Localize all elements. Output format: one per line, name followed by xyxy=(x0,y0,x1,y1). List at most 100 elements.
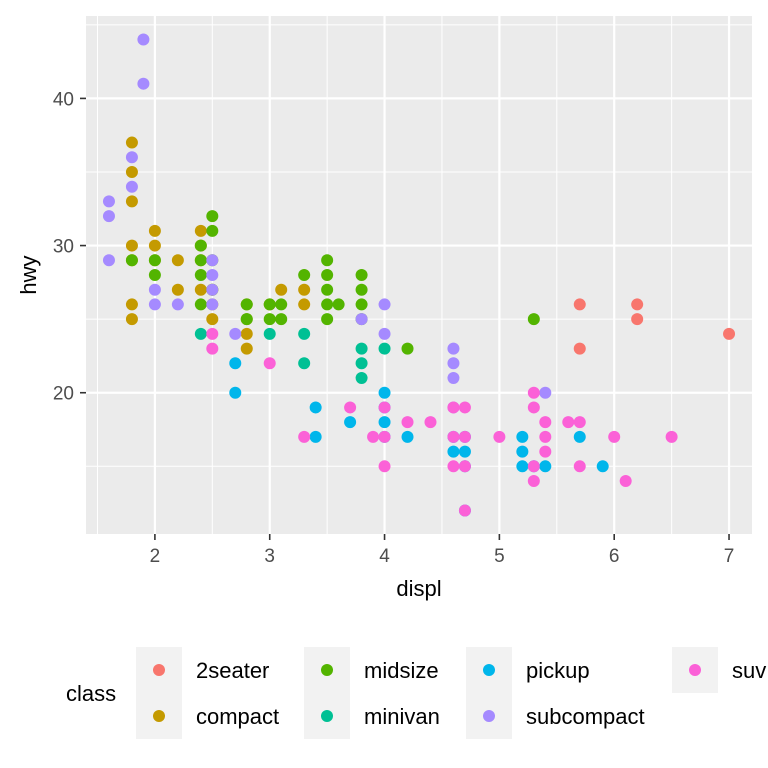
point-subcompact xyxy=(171,298,184,311)
point-pickup xyxy=(401,430,414,443)
point-subcompact xyxy=(447,357,460,370)
y-tick-label: 30 xyxy=(53,237,74,258)
point-midsize xyxy=(401,342,414,355)
point-pickup xyxy=(516,445,529,458)
point-subcompact xyxy=(229,327,242,340)
data-points xyxy=(102,33,736,517)
point-pickup xyxy=(539,460,552,473)
point-suv xyxy=(493,430,506,443)
legend-label-minivan: minivan xyxy=(364,704,440,729)
point-midsize xyxy=(194,239,207,252)
point-midsize xyxy=(206,224,219,237)
point-minivan xyxy=(355,372,368,385)
point-midsize xyxy=(332,298,345,311)
point-midsize xyxy=(355,283,368,296)
point-suv xyxy=(447,430,460,443)
point-suv xyxy=(378,460,391,473)
point-compact xyxy=(125,313,138,326)
point-midsize xyxy=(148,254,161,267)
point-suv xyxy=(458,430,471,443)
point-midsize xyxy=(321,313,334,326)
point-suv xyxy=(458,504,471,517)
x-tick-label: 4 xyxy=(379,546,390,567)
point-minivan xyxy=(355,357,368,370)
point-suv xyxy=(608,430,621,443)
point-midsize xyxy=(321,269,334,281)
point-suv xyxy=(562,416,575,429)
point-pickup xyxy=(309,430,322,443)
point-midsize xyxy=(321,298,334,311)
x-axis-title: displ xyxy=(396,576,441,601)
point-pickup xyxy=(229,357,242,370)
point-suv xyxy=(527,401,540,414)
point-subcompact xyxy=(137,77,150,90)
point-suv xyxy=(447,401,460,414)
legend-marker-midsize xyxy=(321,664,333,676)
point-subcompact xyxy=(206,269,219,281)
point-subcompact xyxy=(378,298,391,311)
grid-minor xyxy=(86,16,752,534)
point-subcompact xyxy=(447,372,460,385)
grid-major xyxy=(86,16,752,534)
point-subcompact xyxy=(125,180,138,193)
point-midsize xyxy=(355,269,368,281)
point-midsize xyxy=(194,254,207,267)
point-minivan xyxy=(194,327,207,340)
point-pickup xyxy=(596,460,609,473)
point-midsize xyxy=(355,298,368,311)
point-2seater xyxy=(723,327,736,340)
legend: class 2seater compact midsize minivan pickup… xyxy=(66,647,766,739)
point-2seater xyxy=(573,342,586,355)
point-pickup xyxy=(344,416,357,429)
legend-marker-2seater xyxy=(153,664,165,676)
plot-panel xyxy=(86,16,752,534)
point-subcompact xyxy=(148,283,161,296)
point-subcompact xyxy=(102,254,115,267)
point-subcompact xyxy=(206,283,219,296)
legend-marker-minivan xyxy=(321,710,333,722)
point-suv xyxy=(539,416,552,429)
point-2seater xyxy=(573,298,586,311)
legend-label-midsize: midsize xyxy=(364,658,439,683)
point-minivan xyxy=(298,327,311,340)
point-suv xyxy=(367,430,380,443)
point-pickup xyxy=(447,445,460,458)
point-suv xyxy=(539,445,552,458)
point-pickup xyxy=(378,416,391,429)
point-2seater xyxy=(631,298,644,311)
point-pickup xyxy=(378,386,391,399)
point-pickup xyxy=(516,430,529,443)
point-pickup xyxy=(573,430,586,443)
x-axis: 2 3 4 5 6 7 xyxy=(150,534,735,567)
point-midsize xyxy=(275,313,288,326)
point-midsize xyxy=(321,283,334,296)
point-suv xyxy=(619,475,632,488)
point-compact xyxy=(240,342,253,355)
point-suv xyxy=(539,430,552,443)
point-compact xyxy=(298,283,311,296)
x-tick-label: 3 xyxy=(264,546,275,567)
x-tick-label: 7 xyxy=(724,546,735,567)
legend-title: class xyxy=(66,681,116,706)
point-subcompact xyxy=(206,298,219,311)
point-subcompact xyxy=(206,254,219,267)
point-midsize xyxy=(240,298,253,311)
point-midsize xyxy=(194,298,207,311)
y-axis: 20 30 40 xyxy=(53,89,86,405)
point-compact xyxy=(194,283,207,296)
point-2seater xyxy=(631,313,644,326)
point-minivan xyxy=(263,327,276,340)
point-subcompact xyxy=(137,33,150,46)
point-suv xyxy=(206,327,219,340)
point-midsize xyxy=(240,313,253,326)
point-pickup xyxy=(516,460,529,473)
legend-marker-compact xyxy=(153,710,165,722)
point-midsize xyxy=(263,298,276,311)
legend-label-suv: suv xyxy=(732,658,766,683)
y-tick-label: 40 xyxy=(53,89,74,110)
y-tick-label: 20 xyxy=(53,384,74,405)
point-suv xyxy=(298,430,311,443)
point-compact xyxy=(148,239,161,252)
point-midsize xyxy=(148,269,161,281)
